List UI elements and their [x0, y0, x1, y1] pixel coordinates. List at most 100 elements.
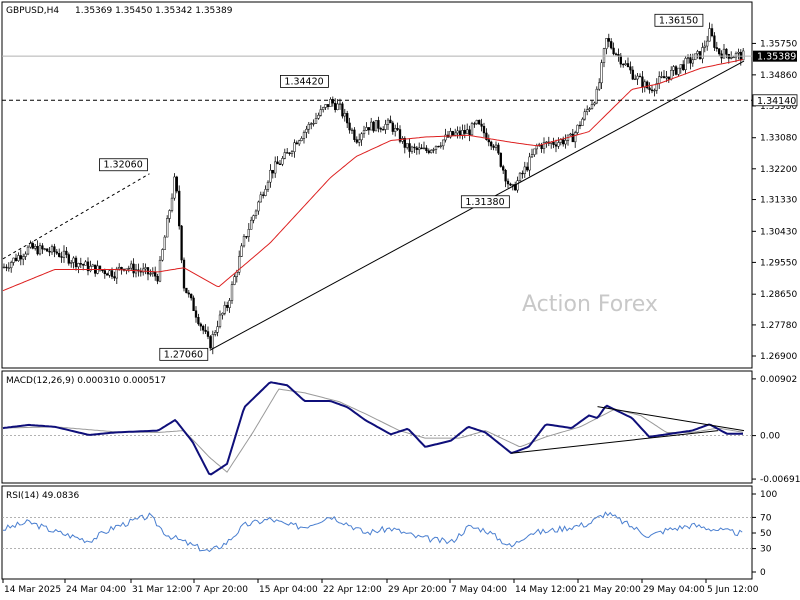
price-panel-frame [1, 1, 753, 369]
annotation-box [159, 347, 209, 361]
candle-body [614, 53, 618, 55]
candle-body [360, 133, 363, 141]
candle-body [230, 284, 234, 301]
candle-body [658, 76, 661, 84]
candle-body [46, 248, 49, 252]
candle-body [127, 267, 130, 270]
candle-body [326, 104, 330, 107]
candle-body [154, 271, 157, 277]
candle-body [314, 118, 318, 124]
candle-body [204, 329, 207, 332]
candle-body [737, 51, 740, 54]
annotation-label: 1.32060 [103, 160, 142, 171]
level-tag-label: 1.34140 [757, 96, 796, 107]
candle-body [199, 323, 202, 327]
candle-body [430, 149, 433, 153]
candle-body [341, 103, 344, 117]
candle-body [475, 120, 478, 124]
time-tick-label: 31 Mar 12:00 [132, 585, 192, 595]
candle-body [158, 259, 162, 282]
candle-body [732, 56, 735, 59]
candle-body [348, 122, 351, 131]
candle-body [518, 172, 522, 181]
candle-body [607, 38, 610, 42]
candle-body [641, 76, 644, 88]
candle-body [420, 147, 423, 150]
current-price-tag: 1.35389 [753, 50, 797, 63]
candle-body [17, 255, 20, 261]
candle-body [36, 245, 39, 255]
candle-body [240, 245, 243, 257]
candle-body [67, 254, 70, 264]
candle-body [235, 272, 238, 277]
candle-body [511, 184, 514, 186]
candle-body [665, 76, 668, 79]
candle-body [499, 152, 502, 167]
candle-body [648, 87, 651, 91]
time-tick-label: 15 Apr 04:00 [259, 585, 318, 595]
current-price-label: 1.35389 [757, 52, 796, 63]
candle-body [533, 148, 536, 155]
candle-body [408, 143, 411, 152]
candle-body [622, 63, 625, 66]
candle-body [410, 146, 414, 152]
candle-body [170, 197, 174, 211]
candle-body [192, 297, 195, 311]
dashed-trendline [2, 173, 150, 260]
candle-body [110, 270, 114, 277]
price-tick-label: 1.31330 [760, 196, 797, 206]
candle-body [391, 122, 394, 132]
candle-body [379, 128, 382, 130]
candle-body [468, 129, 471, 136]
candle-body [612, 47, 615, 55]
candle-body [298, 140, 301, 145]
candle-body [334, 102, 337, 111]
level-price-tag: 1.34140 [752, 94, 798, 107]
candle-body [86, 261, 90, 272]
time-tick-label: 14 Mar 2025 [4, 585, 61, 595]
candle-body [84, 261, 87, 266]
macd-panel-frame [1, 370, 753, 484]
candle-body [43, 248, 46, 250]
macd-lower-trendline [511, 430, 719, 454]
candle-body [166, 218, 169, 238]
candle-body [144, 267, 147, 270]
candle-body [365, 127, 368, 131]
time-tick-label: 21 May 20:00 [579, 585, 641, 595]
candle-body [437, 145, 440, 148]
candle-body [367, 127, 370, 131]
candle-body [24, 253, 27, 257]
candle-body [535, 145, 538, 150]
candle-body [713, 35, 716, 48]
candle-body [134, 269, 138, 274]
candle-body [679, 64, 682, 69]
macd-axis: 0.00902 0.00 -0.00691 [752, 375, 800, 485]
candle-body [58, 253, 61, 257]
candle-body [554, 144, 558, 147]
candle-body [734, 53, 738, 58]
candle-body [569, 133, 572, 136]
candle-body [634, 78, 637, 81]
candle-body [250, 219, 253, 230]
candle-body [108, 270, 111, 276]
candle-body [377, 120, 380, 129]
annotation-box [99, 158, 148, 172]
candle-body [26, 246, 30, 255]
candle-body [418, 147, 421, 150]
level-tag-box [752, 94, 798, 107]
candle-body [439, 145, 442, 147]
macd-panel: 0.00902 0.00 -0.00691 MACD(12,26,9) 0.0003… [1, 370, 800, 485]
candle-body [593, 102, 596, 105]
time-tick-label: 7 Apr 20:00 [195, 585, 248, 595]
ohlc-header: 1.35369 1.35450 1.35342 1.35389 [75, 6, 233, 16]
candle-body [82, 264, 85, 266]
candle-body [226, 305, 229, 308]
candle-body [672, 66, 675, 71]
candle-body [62, 250, 66, 258]
candle-body [389, 119, 392, 124]
price-tick-label: 1.26900 [760, 352, 797, 362]
candle-body [494, 144, 498, 148]
candle-body [77, 263, 80, 268]
time-tick-label: 7 May 04:00 [451, 585, 507, 595]
candle-body [115, 268, 118, 279]
